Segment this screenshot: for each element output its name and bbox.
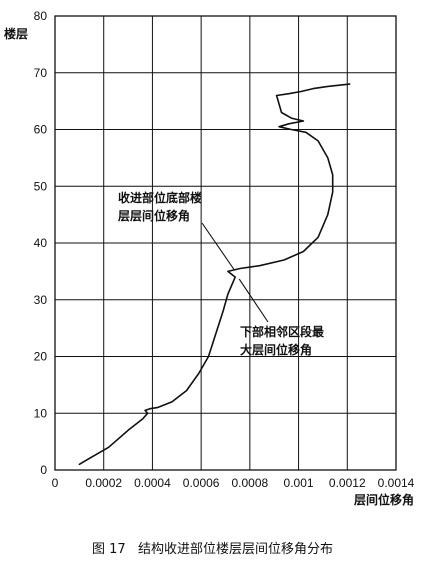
y-tick-label: 70 xyxy=(34,66,48,80)
y-tick-label: 80 xyxy=(34,9,48,23)
annotation-arrow xyxy=(238,278,269,323)
tick-labels: 0 0.0002 0.0004 0.0006 0.0008 0.001 0.0012 0.00… xyxy=(34,9,415,490)
x-tick-label: 0.0012 xyxy=(329,476,366,490)
x-tick-label: 0.0014 xyxy=(378,476,415,490)
figure-caption: 图 17 结构收进部位楼层层间位移角分布 xyxy=(91,542,334,557)
y-tick-label: 30 xyxy=(34,293,48,307)
x-tick-label: 0.0006 xyxy=(183,476,220,490)
x-tick-label: 0.0008 xyxy=(232,476,269,490)
y-axis-title: 楼层 xyxy=(4,26,28,41)
annotation-text: 层层间位移角 xyxy=(118,208,190,223)
x-tick-label: 0.0004 xyxy=(134,476,171,490)
x-tick-label: 0.001 xyxy=(284,476,314,490)
plot-area xyxy=(54,15,397,471)
y-tick-label: 50 xyxy=(34,179,48,193)
y-tick-label: 10 xyxy=(34,406,48,420)
annotation-text: 下部相邻区段最 xyxy=(240,324,325,339)
x-tick-label: 0 xyxy=(52,476,59,490)
grid xyxy=(55,16,396,470)
annotation-text: 收进部位底部楼 xyxy=(118,190,202,205)
x-tick-label: 0.0002 xyxy=(85,476,122,490)
y-tick-label: 40 xyxy=(34,236,48,250)
annotation-arrow xyxy=(201,222,235,270)
y-tick-label: 60 xyxy=(34,123,48,137)
y-tick-label: 20 xyxy=(34,350,48,364)
y-tick-label: 0 xyxy=(40,463,47,477)
annotation-text: 大层间位移角 xyxy=(240,342,312,357)
series-line xyxy=(78,83,351,466)
x-axis-title: 层间位移角 xyxy=(354,492,414,507)
